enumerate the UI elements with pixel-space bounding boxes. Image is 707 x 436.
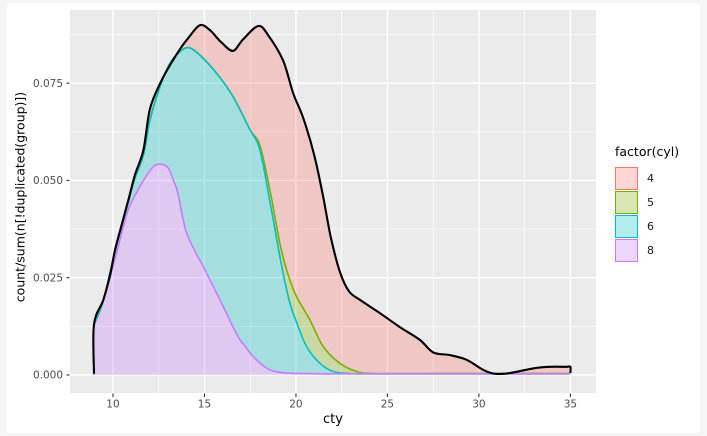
legend-key-label: 8 [647,244,654,257]
y-tick-label: 0.075 [33,78,63,90]
legend-key-8: 8 [615,239,679,262]
legend-key-4: 4 [615,167,679,190]
density-areas [92,23,572,376]
axes: 10 15 20 25 30 35 0.000 0.025 0.050 0.075 [33,78,577,411]
legend-key-5: 5 [615,191,679,214]
x-tick-label: 30 [472,399,485,411]
legend-key-label: 6 [647,220,654,233]
legend: factor(cyl) 4 5 6 8 [615,144,679,263]
legend-keys: 4 5 6 8 [615,167,679,262]
y-axis-title: count/sum(n[!duplicated(group)]) [12,91,28,303]
panel-background [70,10,596,393]
legend-swatch [615,215,638,238]
legend-key-6: 6 [615,215,679,238]
y-tick-label: 0.050 [33,175,63,187]
legend-swatch [615,239,638,262]
gridlines [70,10,596,393]
x-axis-title: cty [323,412,343,427]
x-tick-label: 20 [289,399,302,411]
density-area-8 [93,164,571,375]
density-line-8 [92,163,571,376]
x-tick-label: 15 [198,399,211,411]
y-tick-label: 0.000 [33,370,63,382]
density-area-6 [93,47,571,375]
legend-swatch [615,191,638,214]
legend-swatch [615,167,638,190]
x-tick-label: 25 [381,399,394,411]
total-density-line [92,23,572,376]
legend-key-label: 5 [647,196,654,209]
legend-title: factor(cyl) [615,144,680,159]
x-tick-label: 10 [106,399,119,411]
legend-key-label: 4 [647,172,654,185]
density-area-4 [93,24,571,375]
y-tick-label: 0.025 [33,272,63,284]
x-tick-label: 35 [564,399,577,411]
